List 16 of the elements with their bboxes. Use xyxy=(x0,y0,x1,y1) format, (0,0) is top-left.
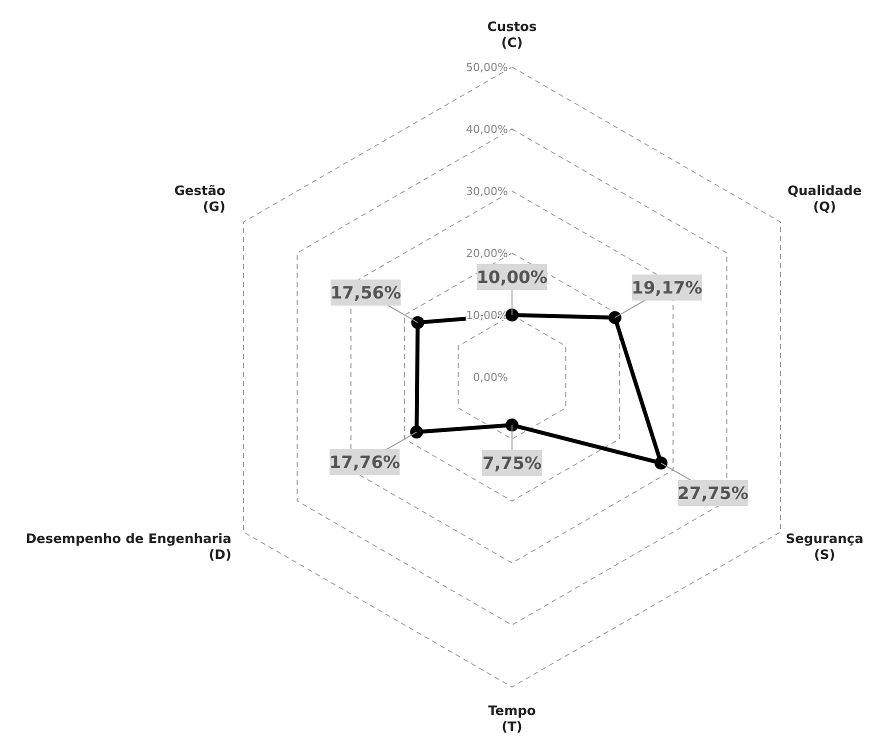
y-tick-label: 0,00% xyxy=(473,371,508,384)
data-label: 7,75% xyxy=(482,454,542,474)
data-label: 27,75% xyxy=(678,484,748,504)
y-tick-label: 30,00% xyxy=(466,185,508,198)
spoke-label: Custos (C) xyxy=(487,20,537,51)
y-tick-label: 50,00% xyxy=(466,61,508,74)
y-tick-label: 40,00% xyxy=(466,123,508,136)
spoke-label: Qualidade (Q) xyxy=(787,184,862,215)
y-tick-label: 20,00% xyxy=(466,247,508,260)
data-label: 17,56% xyxy=(330,284,402,304)
data-label: 19,17% xyxy=(631,278,702,299)
spoke-label: Gestão (G) xyxy=(174,184,226,215)
data-label: 17,76% xyxy=(329,453,400,474)
spoke-label: Tempo (T) xyxy=(488,704,536,735)
spoke-label: Segurança (S) xyxy=(786,532,864,563)
spoke-label: Desempenho de Engenharia (D) xyxy=(26,532,232,563)
